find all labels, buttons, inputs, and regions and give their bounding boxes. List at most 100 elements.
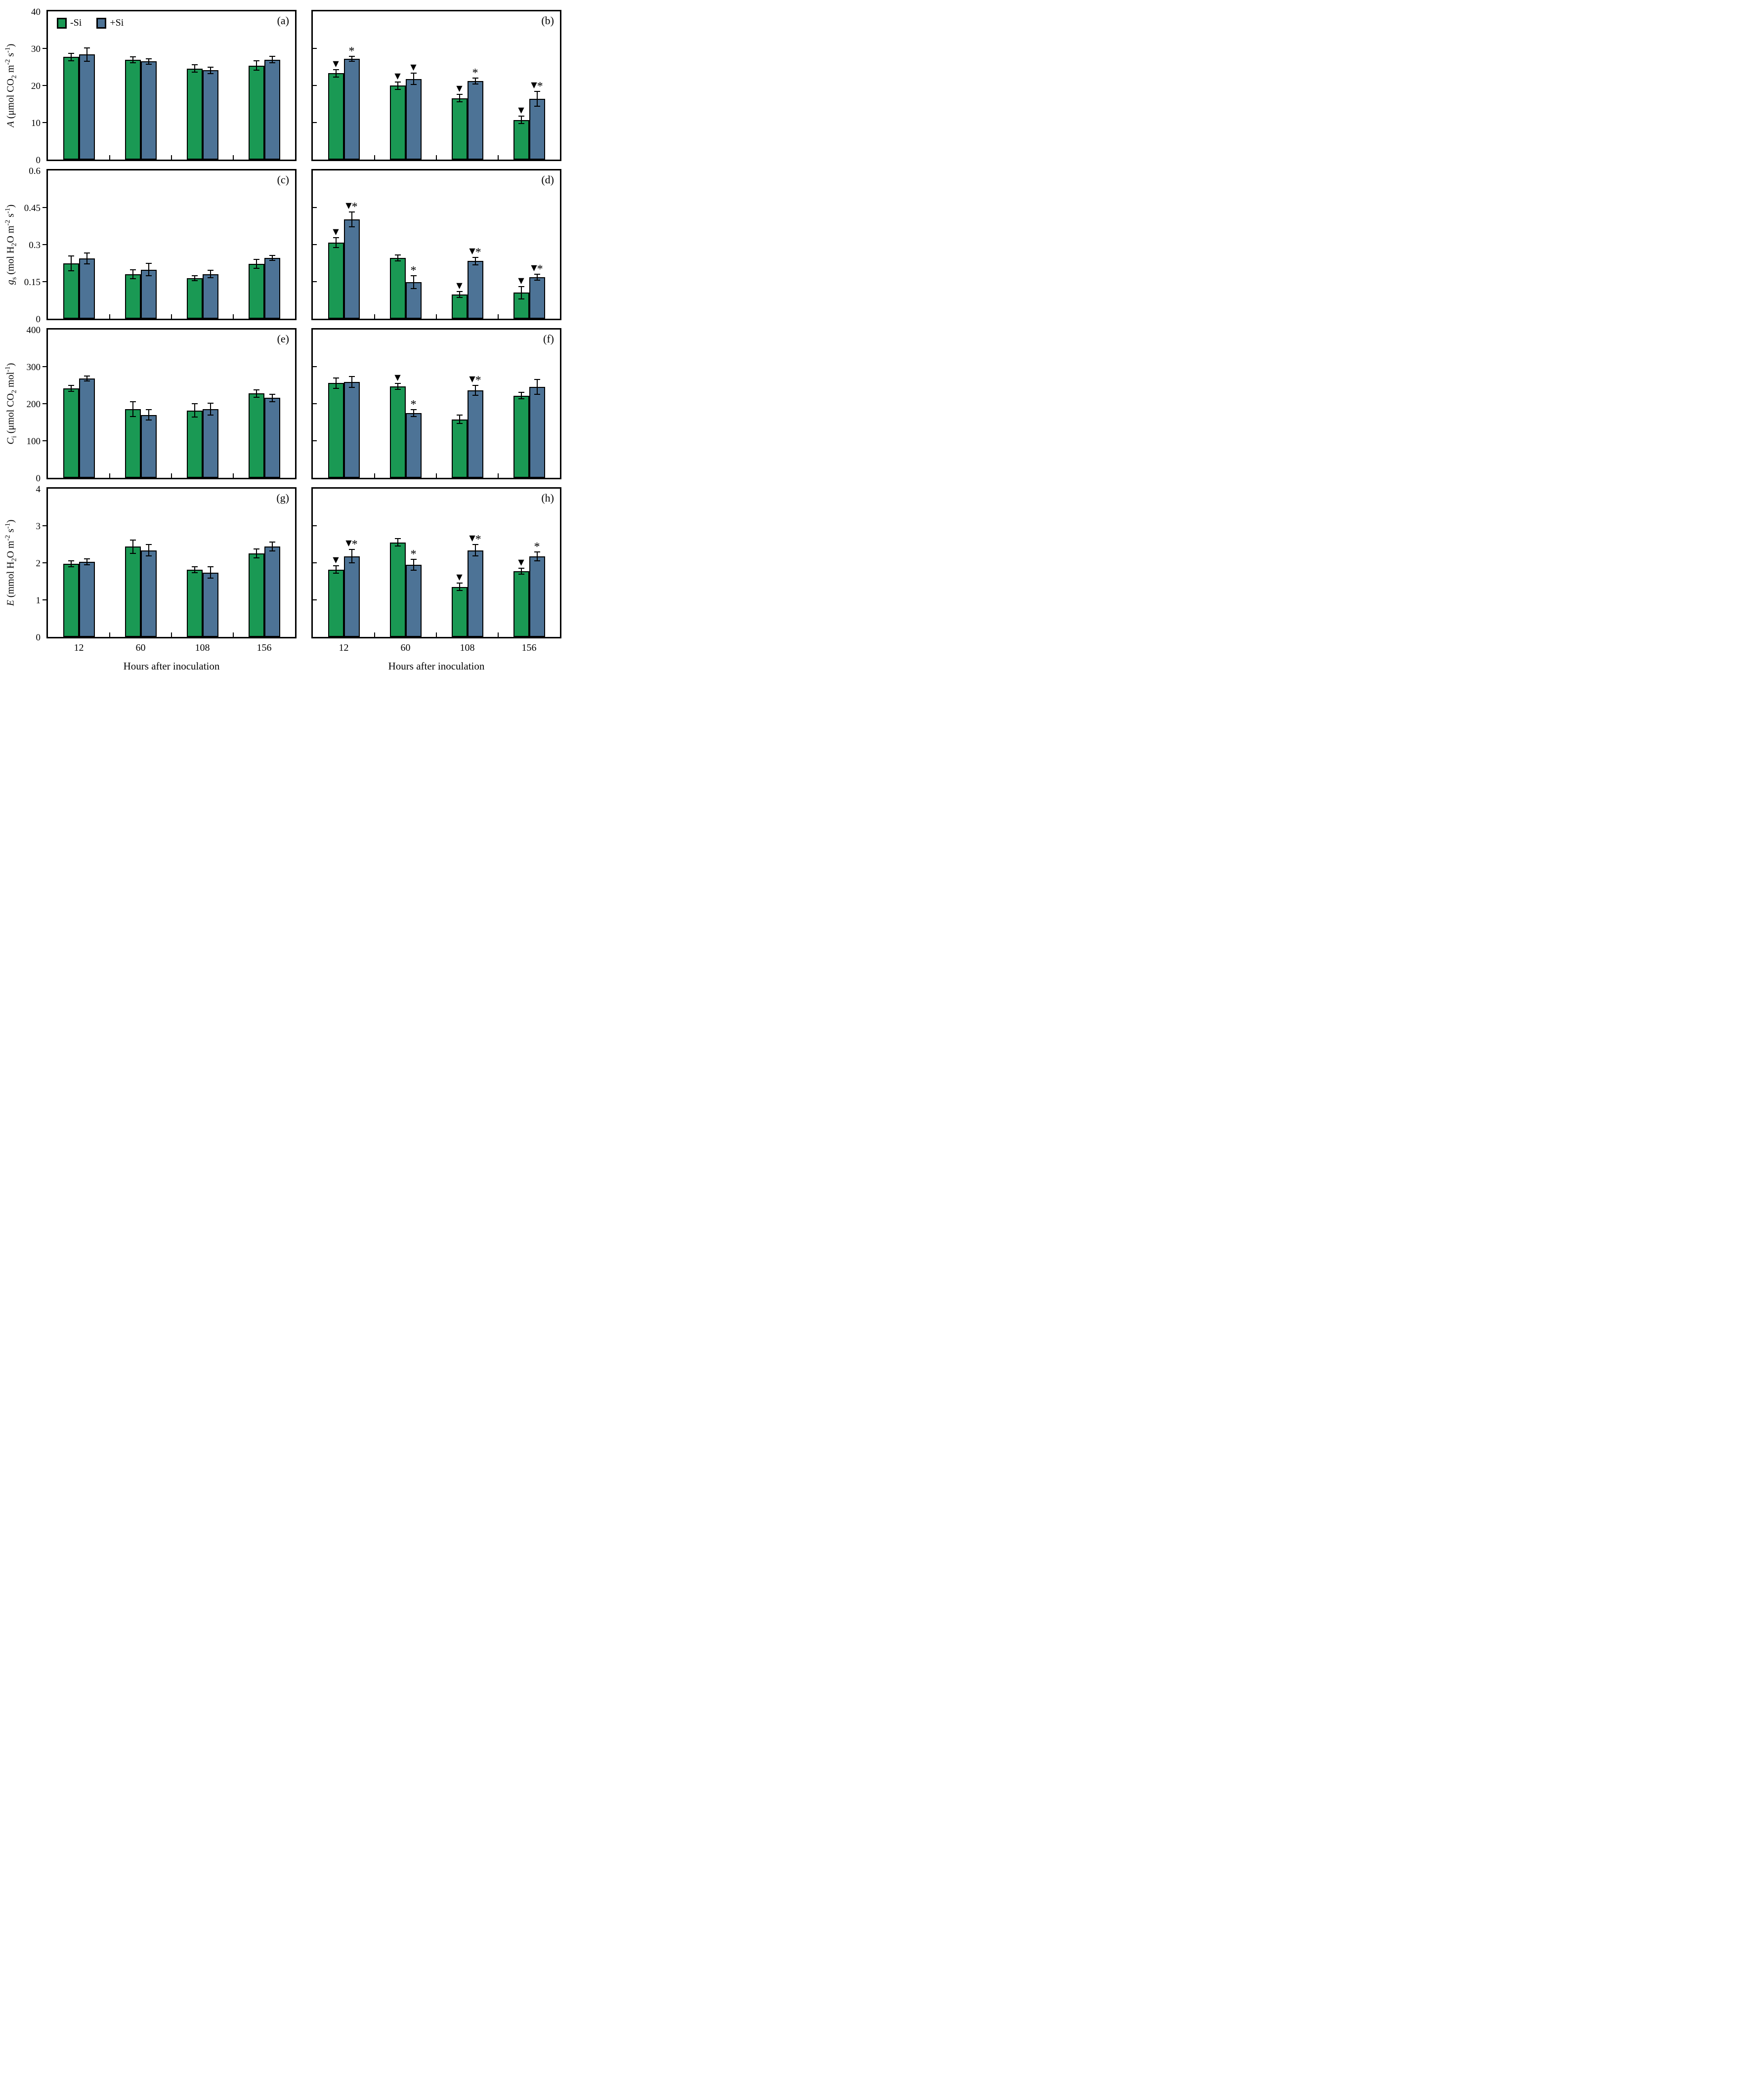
error-bar-cap	[534, 551, 540, 553]
significance-marker: *	[349, 43, 355, 57]
panel-cell-d: ▼ ▼ ▼ ▼* * ▼* ▼* (d)	[297, 169, 561, 320]
panel-cell-f: ▼ * ▼* (f)	[297, 328, 561, 479]
error-bar-cap	[333, 237, 339, 238]
decrease-triangle-icon: ▼	[469, 374, 475, 384]
bar-plus-si	[264, 398, 280, 478]
error-bar-cap	[518, 298, 524, 299]
bar-minus-si	[389, 258, 406, 319]
y-axis-label-part: E	[5, 600, 16, 606]
error-bar	[256, 389, 257, 397]
bar-minus-si	[389, 386, 406, 478]
error-bar-cap	[191, 566, 198, 567]
error-bar-cap	[269, 62, 275, 64]
error-bar-cap	[518, 567, 524, 569]
error-bar-cap	[269, 55, 275, 57]
error-bar-cap	[333, 387, 339, 389]
error-bar	[70, 53, 72, 61]
error-bar-cap	[534, 379, 540, 380]
panel-f: ▼ * ▼* (f)	[311, 328, 561, 479]
error-bar-cap	[410, 558, 417, 560]
error-bar-cap	[191, 275, 198, 276]
error-bar-cap	[456, 415, 463, 416]
bar-plus-si	[140, 550, 157, 637]
figure-row: A (μmol CO2 m-2 s-1) 0 10 20 30 40 (a) -Si +Si ▼ ▼…	[3, 7, 571, 166]
error-bar	[474, 257, 476, 265]
error-bar-cap	[84, 47, 90, 48]
x-tick-mark	[436, 632, 437, 637]
bar-plus-si	[343, 59, 360, 160]
panel-letter: (h)	[541, 492, 554, 504]
figure-row: gs (mol H2O m-2 s-1) 0 0.15 0.3 0.45 0.6 (c) ▼ ▼…	[3, 166, 571, 325]
error-bar	[210, 567, 211, 578]
significance-asterisk-icon: *	[410, 547, 417, 561]
x-tick-mark	[374, 155, 375, 160]
bar-plus-si	[264, 59, 280, 160]
panel-letter: (g)	[276, 492, 289, 504]
bar-plus-si	[467, 81, 483, 160]
error-bar	[271, 255, 273, 260]
y-tick-label: 300	[26, 362, 41, 373]
panel-letter: (d)	[541, 173, 554, 186]
error-bar-cap	[191, 572, 198, 573]
bar-minus-si	[186, 410, 203, 478]
error-bar-cap	[84, 375, 90, 377]
y-axis-label-part: (mmol H	[5, 561, 16, 600]
decrease-triangle-icon: ▼	[456, 280, 463, 290]
y-axis-label-part: C	[5, 438, 16, 445]
decrease-triangle-icon: ▼	[469, 533, 475, 543]
error-bar	[459, 291, 460, 297]
error-bar-cap	[145, 555, 152, 556]
bar-minus-si	[451, 294, 468, 319]
error-bar	[335, 69, 337, 77]
decrease-marker: ▼	[333, 228, 339, 236]
error-bar	[194, 65, 195, 72]
significance-marker: *	[411, 262, 417, 277]
error-bar-cap	[253, 267, 259, 269]
error-bar-cap	[207, 270, 213, 271]
y-axis-label-part: 2	[10, 75, 18, 79]
error-bar-cap	[84, 564, 90, 565]
x-tick-mark	[233, 473, 234, 478]
y-axis-label-part: -2	[4, 59, 12, 65]
error-bar-cap	[84, 558, 90, 559]
error-bar	[271, 542, 273, 551]
bar-plus-si	[343, 381, 360, 478]
y-tick-label: 1	[36, 595, 41, 606]
y-tick-mark	[313, 599, 317, 600]
bar-plus-si	[405, 564, 422, 637]
error-bar-cap	[68, 52, 74, 54]
decrease-triangle-icon: ▼	[333, 555, 339, 564]
error-bar-cap	[253, 557, 259, 558]
error-bar	[459, 583, 460, 591]
axis-gutter	[297, 487, 311, 638]
bar-minus-si	[186, 569, 203, 637]
bar-plus-si	[140, 61, 157, 160]
error-bar	[335, 378, 337, 388]
error-bar-cap	[68, 270, 74, 271]
error-bar	[70, 256, 72, 271]
error-bar	[210, 270, 211, 278]
error-bar-cap	[68, 60, 74, 61]
bar-plus-si	[140, 269, 157, 319]
error-bar-cap	[518, 123, 524, 125]
y-tick-mark	[43, 122, 46, 123]
panel-d: ▼ ▼ ▼ ▼* * ▼* ▼* (d)	[311, 169, 561, 320]
error-bar-cap	[348, 549, 355, 550]
error-bar-cap	[84, 60, 90, 62]
significance-asterisk-icon: *	[475, 374, 481, 387]
bar-plus-si	[202, 572, 218, 637]
bar-minus-si	[451, 587, 468, 637]
error-bar	[148, 263, 149, 276]
y-axis-label-part: s	[5, 52, 16, 59]
y-axis-label-part: m	[5, 65, 16, 75]
bar-minus-si	[451, 419, 468, 478]
x-tick-mark	[498, 155, 499, 160]
y-axis-label-part: )	[5, 43, 16, 47]
error-bar	[70, 561, 72, 567]
y-tick-label: 0.3	[29, 240, 41, 251]
error-bar-cap	[456, 422, 463, 424]
bar-minus-si	[248, 263, 264, 319]
error-bar	[520, 568, 522, 574]
error-bar-cap	[269, 393, 275, 395]
y-tick-mark	[313, 207, 317, 208]
